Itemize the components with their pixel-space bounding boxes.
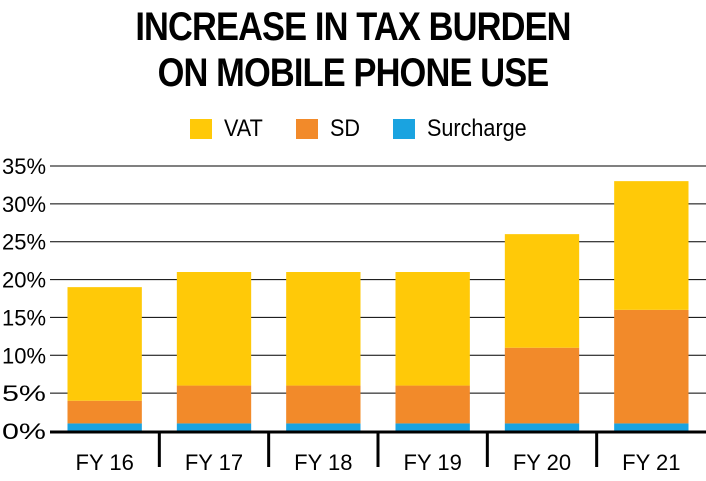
bar-sd-fy-16	[67, 400, 142, 424]
legend-swatch-sd	[296, 119, 318, 139]
bar-surcharge-fy-19	[395, 423, 470, 431]
bar-vat-fy-18	[286, 272, 361, 386]
bar-vat-fy-19	[395, 272, 470, 386]
chart-title: INCREASE IN TAX BURDEN ON MOBILE PHONE U…	[49, 4, 656, 96]
bar-surcharge-fy-16	[67, 423, 142, 431]
x-tick-label-1: FY 17	[185, 450, 243, 475]
bar-sd-fy-20	[504, 347, 580, 424]
y-tick-label-7: 35%	[2, 154, 46, 179]
bar-surcharge-fy-17	[176, 423, 252, 431]
y-tick-label-3: 15%	[2, 305, 46, 330]
x-tick-label-0: FY 16	[76, 450, 134, 475]
x-tick-label-5: FY 21	[622, 450, 680, 475]
bar-sd-fy-17	[176, 385, 252, 424]
x-tick-label-3: FY 19	[404, 450, 462, 475]
legend-swatch-vat	[190, 119, 212, 139]
legend-label-sd: SD	[330, 115, 361, 142]
y-tick-label-4: 20%	[2, 268, 46, 293]
x-tick-label-4: FY 20	[513, 450, 571, 475]
legend-item-sd: SD	[296, 112, 363, 146]
chart-title-line-2: ON MOBILE PHONE USE	[157, 51, 550, 95]
legend-label-vat: VAT	[224, 115, 263, 142]
y-tick-label-2: 10%	[2, 343, 46, 368]
legend-label-surcharge: Surcharge	[427, 115, 527, 142]
y-tick-label-0: 0%	[2, 419, 46, 444]
bar-vat-fy-21	[614, 181, 689, 310]
legend-item-vat: VAT	[190, 112, 267, 146]
y-tick-label-5: 25%	[2, 230, 46, 255]
bar-vat-fy-17	[176, 272, 252, 386]
legend-item-surcharge: Surcharge	[393, 112, 538, 146]
bar-surcharge-fy-21	[614, 423, 689, 431]
bar-sd-fy-18	[286, 385, 361, 424]
y-tick-label-6: 30%	[2, 192, 46, 217]
bar-vat-fy-20	[504, 234, 580, 348]
chart-title-line-1: INCREASE IN TAX BURDEN	[135, 5, 571, 49]
legend: VAT SD Surcharge	[0, 112, 706, 146]
x-tick-label-2: FY 18	[294, 450, 352, 475]
bar-surcharge-fy-20	[504, 423, 580, 431]
y-tick-label-1: 5%	[2, 381, 46, 406]
bar-sd-fy-21	[614, 309, 689, 424]
bar-surcharge-fy-18	[286, 423, 361, 431]
bar-sd-fy-19	[395, 385, 470, 424]
legend-swatch-surcharge	[393, 119, 415, 139]
bar-vat-fy-16	[67, 287, 142, 401]
